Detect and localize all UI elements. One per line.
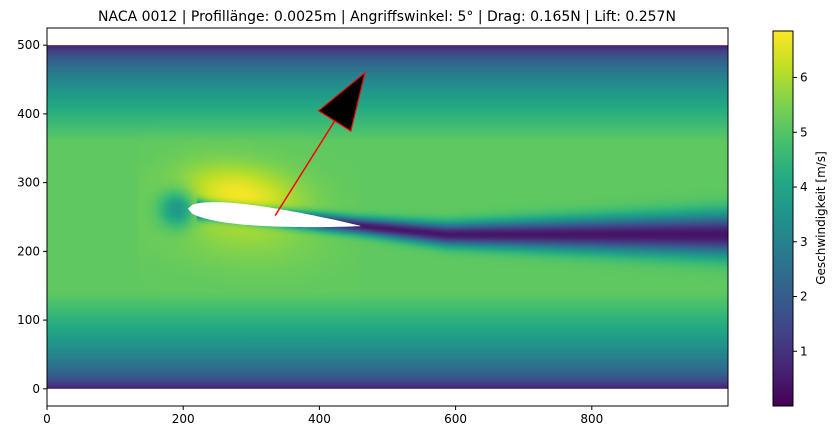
y-tick-label: 200 (17, 244, 40, 258)
colorbar-gradient (773, 31, 793, 406)
y-tick-label: 500 (17, 38, 40, 52)
colorbar-tick-label: 4 (800, 180, 808, 194)
colorbar-label: Geschwindigkeit [m/s] (814, 151, 828, 285)
colorbar-tick-label: 1 (800, 344, 808, 358)
y-tick-label: 100 (17, 313, 40, 327)
x-tick-label: 800 (580, 412, 603, 426)
y-tick-label: 400 (17, 107, 40, 121)
colorbar-tick-label: 5 (800, 125, 808, 139)
y-axis: 0 100 200 300 400 500 (17, 38, 47, 396)
x-tick-label: 400 (308, 412, 331, 426)
colorbar-frame (772, 30, 794, 407)
plot-area: 0 200 400 600 800 0 100 200 300 400 500 (17, 27, 729, 426)
colorbar-tick-label: 6 (800, 71, 808, 85)
x-tick-label: 0 (43, 412, 51, 426)
colorbar-tick-label: 3 (800, 235, 808, 249)
heatmap-field (47, 45, 728, 389)
x-axis: 0 200 400 600 800 (43, 406, 603, 426)
colorbar-tick-label: 2 (800, 290, 808, 304)
x-tick-label: 200 (172, 412, 195, 426)
airfoil-shape (188, 202, 361, 228)
lift-arrow (274, 71, 367, 217)
colorbar-ticks: 1 2 3 4 5 6 (793, 71, 808, 358)
y-tick-label: 300 (17, 176, 40, 190)
colorbar: 1 2 3 4 5 6 Geschwindigkeit [m/s] (772, 30, 828, 407)
velocity-field-image (47, 45, 728, 389)
y-tick-label: 0 (32, 382, 40, 396)
chart-title: NACA 0012 | Profillänge: 0.0025m | Angri… (98, 9, 676, 25)
plot-frame (46, 27, 729, 407)
lift-arrow-head (317, 71, 367, 132)
x-tick-label: 600 (444, 412, 467, 426)
lift-arrow-shaft (274, 115, 339, 217)
